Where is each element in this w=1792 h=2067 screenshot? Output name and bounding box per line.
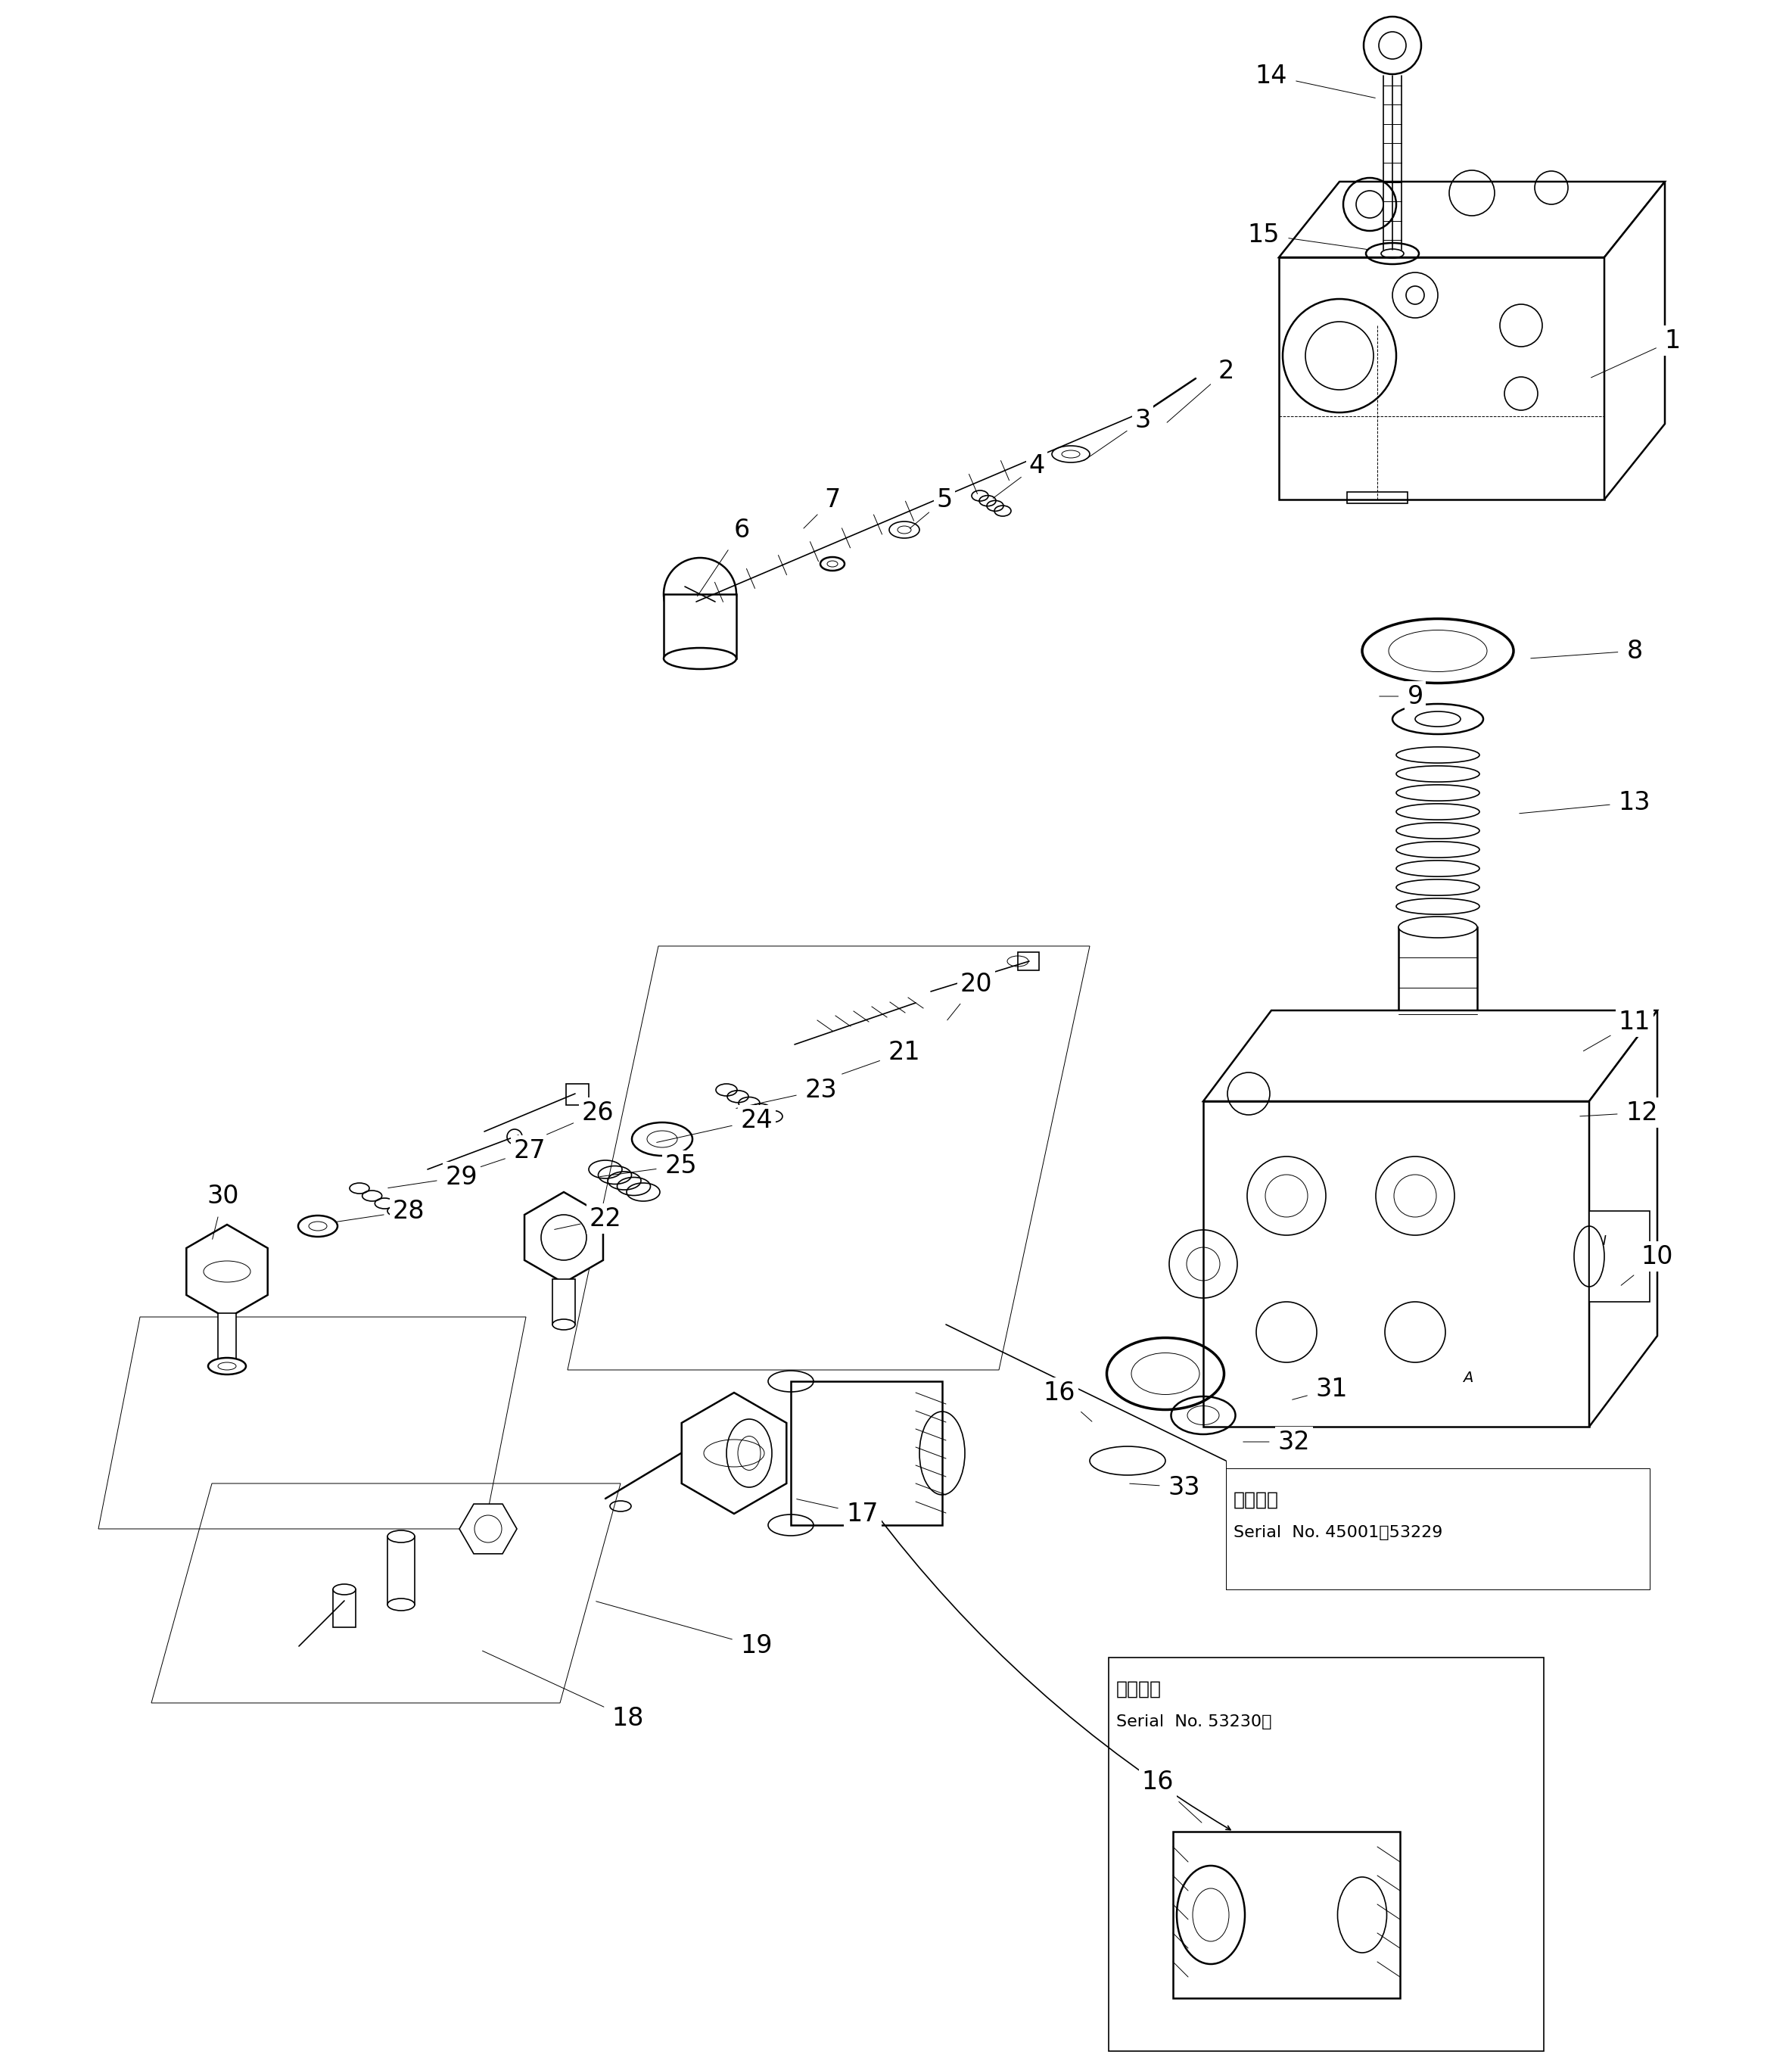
Text: 16: 16 (1043, 1381, 1091, 1422)
Text: 12: 12 (1581, 1100, 1658, 1124)
Ellipse shape (387, 1530, 414, 1542)
Polygon shape (1604, 182, 1665, 500)
Text: 4: 4 (993, 453, 1045, 498)
Bar (1398, 928, 1477, 1044)
Polygon shape (459, 1505, 516, 1554)
Text: Serial  No. 53230～: Serial No. 53230～ (1116, 1714, 1272, 1730)
Bar (1590, 1211, 1650, 1302)
Text: 21: 21 (842, 1040, 921, 1075)
Text: 29: 29 (389, 1164, 478, 1189)
Text: 25: 25 (600, 1153, 697, 1178)
Text: 15: 15 (1247, 221, 1367, 250)
Ellipse shape (1398, 916, 1477, 938)
Bar (1018, 953, 1039, 969)
Text: 24: 24 (656, 1108, 772, 1143)
Bar (387, 1536, 414, 1604)
Bar (219, 1313, 237, 1366)
Text: 19: 19 (597, 1602, 772, 1658)
Bar (333, 1590, 355, 1627)
Text: 5: 5 (910, 488, 953, 529)
Text: 18: 18 (482, 1652, 643, 1730)
Ellipse shape (208, 1358, 246, 1375)
Bar (552, 1279, 575, 1325)
Text: 33: 33 (1129, 1474, 1201, 1501)
Text: 22: 22 (554, 1205, 622, 1232)
Ellipse shape (552, 1319, 575, 1329)
Polygon shape (663, 593, 737, 659)
Polygon shape (186, 1224, 267, 1319)
Text: 9: 9 (1380, 684, 1423, 709)
Text: 1: 1 (1591, 329, 1681, 378)
Text: 32: 32 (1244, 1430, 1310, 1455)
Polygon shape (1279, 182, 1665, 256)
Text: 14: 14 (1254, 64, 1374, 97)
Bar (1226, 1468, 1650, 1590)
Text: 適用号機: 適用号機 (1233, 1490, 1279, 1509)
Text: 26: 26 (547, 1100, 615, 1135)
Text: 適用号機: 適用号機 (1116, 1680, 1161, 1699)
Text: I: I (1602, 1234, 1606, 1248)
Text: 6: 6 (697, 517, 749, 595)
Ellipse shape (1398, 1034, 1477, 1054)
Text: 10: 10 (1622, 1244, 1674, 1286)
Polygon shape (1590, 1011, 1658, 1426)
Text: 3: 3 (1084, 407, 1150, 461)
Text: 30: 30 (208, 1184, 240, 1240)
Bar (1109, 1658, 1543, 2050)
Text: 28: 28 (335, 1199, 425, 1224)
Ellipse shape (663, 647, 737, 670)
Bar (790, 1381, 943, 1525)
Text: 23: 23 (737, 1077, 837, 1108)
Polygon shape (1202, 1102, 1590, 1426)
Bar (1348, 492, 1407, 504)
Text: 13: 13 (1520, 790, 1650, 814)
Text: 2: 2 (1167, 358, 1235, 422)
Circle shape (663, 558, 737, 630)
Text: A: A (1462, 1370, 1473, 1385)
Polygon shape (1202, 1011, 1658, 1102)
Text: 7: 7 (803, 488, 840, 529)
Text: 31: 31 (1292, 1377, 1348, 1401)
Polygon shape (525, 1193, 604, 1284)
Text: 20: 20 (948, 971, 993, 1021)
Text: 8: 8 (1530, 639, 1643, 664)
Text: Serial  No. 45001～53229: Serial No. 45001～53229 (1233, 1525, 1443, 1540)
Text: 16: 16 (1142, 1769, 1202, 1823)
Bar (1174, 1831, 1400, 1999)
Ellipse shape (387, 1598, 414, 1610)
Text: 11: 11 (1584, 1009, 1650, 1050)
Bar (566, 1083, 590, 1106)
Polygon shape (1279, 256, 1604, 500)
Polygon shape (681, 1393, 787, 1513)
Text: 17: 17 (797, 1499, 878, 1525)
Ellipse shape (333, 1583, 355, 1596)
Text: 27: 27 (464, 1139, 547, 1172)
